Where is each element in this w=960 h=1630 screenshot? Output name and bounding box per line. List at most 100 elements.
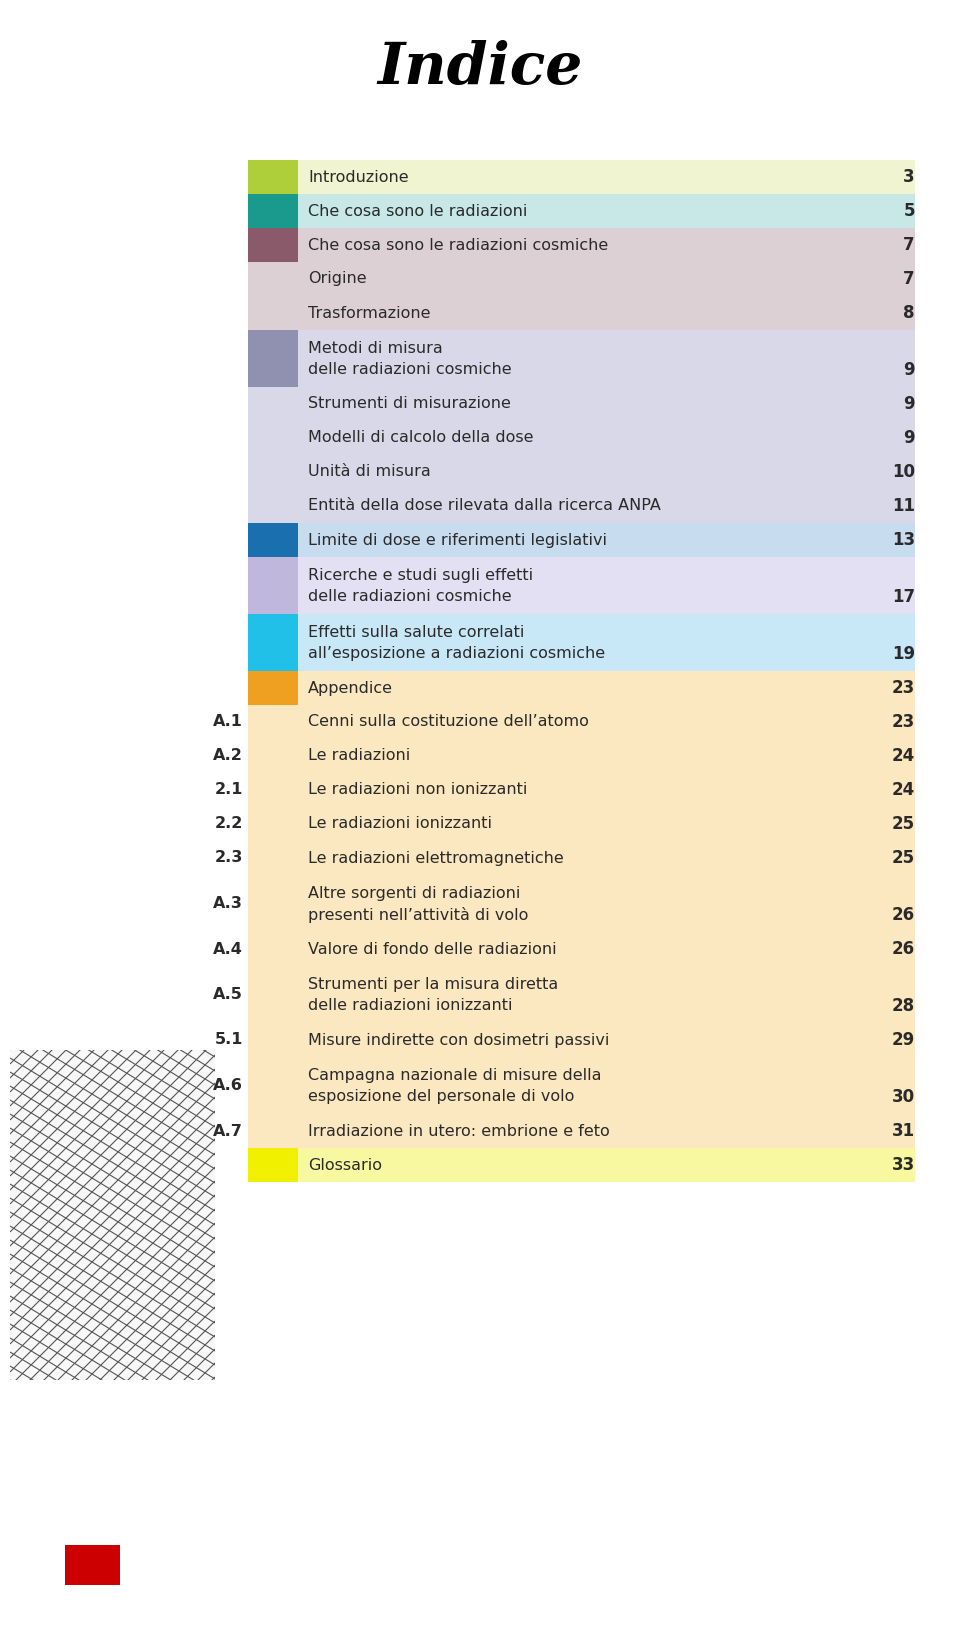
Bar <box>248 523 915 557</box>
Text: A.1: A.1 <box>213 714 243 730</box>
Text: 25: 25 <box>892 849 915 867</box>
Bar <box>248 160 915 194</box>
Bar <box>248 773 915 807</box>
Text: 13: 13 <box>892 531 915 549</box>
Text: presenti nell’attività di volo: presenti nell’attività di volo <box>308 906 528 923</box>
Text: Unità di misura: Unità di misura <box>308 465 431 479</box>
Text: delle radiazioni cosmiche: delle radiazioni cosmiche <box>308 590 512 605</box>
Text: A.6: A.6 <box>213 1077 243 1094</box>
Bar <box>248 557 915 615</box>
Bar <box>248 1024 915 1056</box>
Bar <box>248 329 298 386</box>
Text: A.3: A.3 <box>213 897 243 911</box>
Text: 26: 26 <box>892 906 915 924</box>
Text: A.5: A.5 <box>213 988 243 1002</box>
Text: Limite di dose e riferimenti legislativi: Limite di dose e riferimenti legislativi <box>308 533 607 548</box>
Text: 26: 26 <box>892 941 915 958</box>
Text: Altre sorgenti di radiazioni: Altre sorgenti di radiazioni <box>308 885 520 901</box>
Text: Le radiazioni elettromagnetiche: Le radiazioni elettromagnetiche <box>308 851 564 866</box>
Text: Metodi di misura: Metodi di misura <box>308 341 443 355</box>
Bar <box>248 557 298 615</box>
Text: 2.1: 2.1 <box>215 782 243 797</box>
Text: Modelli di calcolo della dose: Modelli di calcolo della dose <box>308 430 534 445</box>
Text: Valore di fondo delle radiazioni: Valore di fondo delle radiazioni <box>308 942 557 957</box>
Bar <box>248 228 298 262</box>
Text: 2.3: 2.3 <box>215 851 243 866</box>
Text: Glossario: Glossario <box>308 1157 382 1172</box>
Text: 24: 24 <box>892 747 915 764</box>
Bar <box>248 1056 915 1113</box>
Text: Trasformazione: Trasformazione <box>308 305 430 321</box>
Bar <box>10 1050 215 1381</box>
Bar <box>248 1148 298 1182</box>
Bar <box>248 807 915 841</box>
Text: Irradiazione in utero: embrione e feto: Irradiazione in utero: embrione e feto <box>308 1123 610 1138</box>
Text: Le radiazioni non ionizzanti: Le radiazioni non ionizzanti <box>308 782 527 797</box>
Text: 7: 7 <box>903 271 915 289</box>
Bar <box>248 455 915 489</box>
Text: 9: 9 <box>903 394 915 412</box>
Text: 31: 31 <box>892 1121 915 1139</box>
Text: 30: 30 <box>892 1087 915 1105</box>
Bar <box>248 194 915 228</box>
Text: Che cosa sono le radiazioni cosmiche: Che cosa sono le radiazioni cosmiche <box>308 238 609 253</box>
Bar <box>65 1545 120 1584</box>
Bar <box>248 932 915 967</box>
Text: 33: 33 <box>892 1156 915 1174</box>
Bar <box>248 297 915 329</box>
Bar <box>248 1113 915 1148</box>
Text: A.4: A.4 <box>213 942 243 957</box>
Text: 10: 10 <box>892 463 915 481</box>
Bar <box>248 672 298 706</box>
Bar <box>248 615 915 672</box>
Bar <box>248 523 298 557</box>
Bar <box>248 967 915 1024</box>
Text: 9: 9 <box>903 429 915 447</box>
Text: Effetti sulla salute correlati: Effetti sulla salute correlati <box>308 624 524 639</box>
Text: A.2: A.2 <box>213 748 243 763</box>
Bar <box>248 194 298 228</box>
Text: 19: 19 <box>892 645 915 663</box>
Text: Entità della dose rilevata dalla ricerca ANPA: Entità della dose rilevata dalla ricerca… <box>308 499 660 513</box>
Text: 17: 17 <box>892 588 915 606</box>
Text: 28: 28 <box>892 998 915 1015</box>
Text: Le radiazioni: Le radiazioni <box>308 748 410 763</box>
Text: 11: 11 <box>892 497 915 515</box>
Text: Origine: Origine <box>308 272 367 287</box>
Bar <box>248 875 915 932</box>
Text: Introduzione: Introduzione <box>308 170 409 184</box>
Text: delle radiazioni ionizzanti: delle radiazioni ionizzanti <box>308 999 513 1014</box>
Text: Indice: Indice <box>377 41 583 96</box>
Text: Strumenti per la misura diretta: Strumenti per la misura diretta <box>308 976 559 991</box>
Text: Appendice: Appendice <box>308 680 393 696</box>
Text: 9: 9 <box>903 360 915 378</box>
Text: Le radiazioni ionizzanti: Le radiazioni ionizzanti <box>308 817 492 831</box>
Text: Strumenti di misurazione: Strumenti di misurazione <box>308 396 511 411</box>
Text: 2.2: 2.2 <box>215 817 243 831</box>
Bar <box>248 672 915 706</box>
Bar <box>248 841 915 875</box>
Text: 7: 7 <box>903 236 915 254</box>
Bar <box>248 228 915 262</box>
Bar <box>248 706 915 738</box>
Text: A.7: A.7 <box>213 1123 243 1138</box>
Bar <box>248 421 915 455</box>
Text: Misure indirette con dosimetri passivi: Misure indirette con dosimetri passivi <box>308 1032 610 1048</box>
Bar <box>248 160 298 194</box>
Text: 23: 23 <box>892 712 915 730</box>
Text: all’esposizione a radiazioni cosmiche: all’esposizione a radiazioni cosmiche <box>308 647 605 662</box>
Text: 23: 23 <box>892 680 915 698</box>
Text: esposizione del personale di volo: esposizione del personale di volo <box>308 1089 574 1105</box>
Text: Che cosa sono le radiazioni: Che cosa sono le radiazioni <box>308 204 527 218</box>
Text: Ricerche e studi sugli effetti: Ricerche e studi sugli effetti <box>308 567 533 584</box>
Text: 5: 5 <box>903 202 915 220</box>
Bar <box>248 615 298 672</box>
Text: 5.1: 5.1 <box>215 1032 243 1048</box>
Bar <box>248 1148 915 1182</box>
Text: 29: 29 <box>892 1032 915 1050</box>
Text: Campagna nazionale di misure della: Campagna nazionale di misure della <box>308 1068 602 1082</box>
Text: 25: 25 <box>892 815 915 833</box>
Bar <box>248 386 915 421</box>
Bar <box>248 738 915 773</box>
Bar <box>248 262 915 297</box>
